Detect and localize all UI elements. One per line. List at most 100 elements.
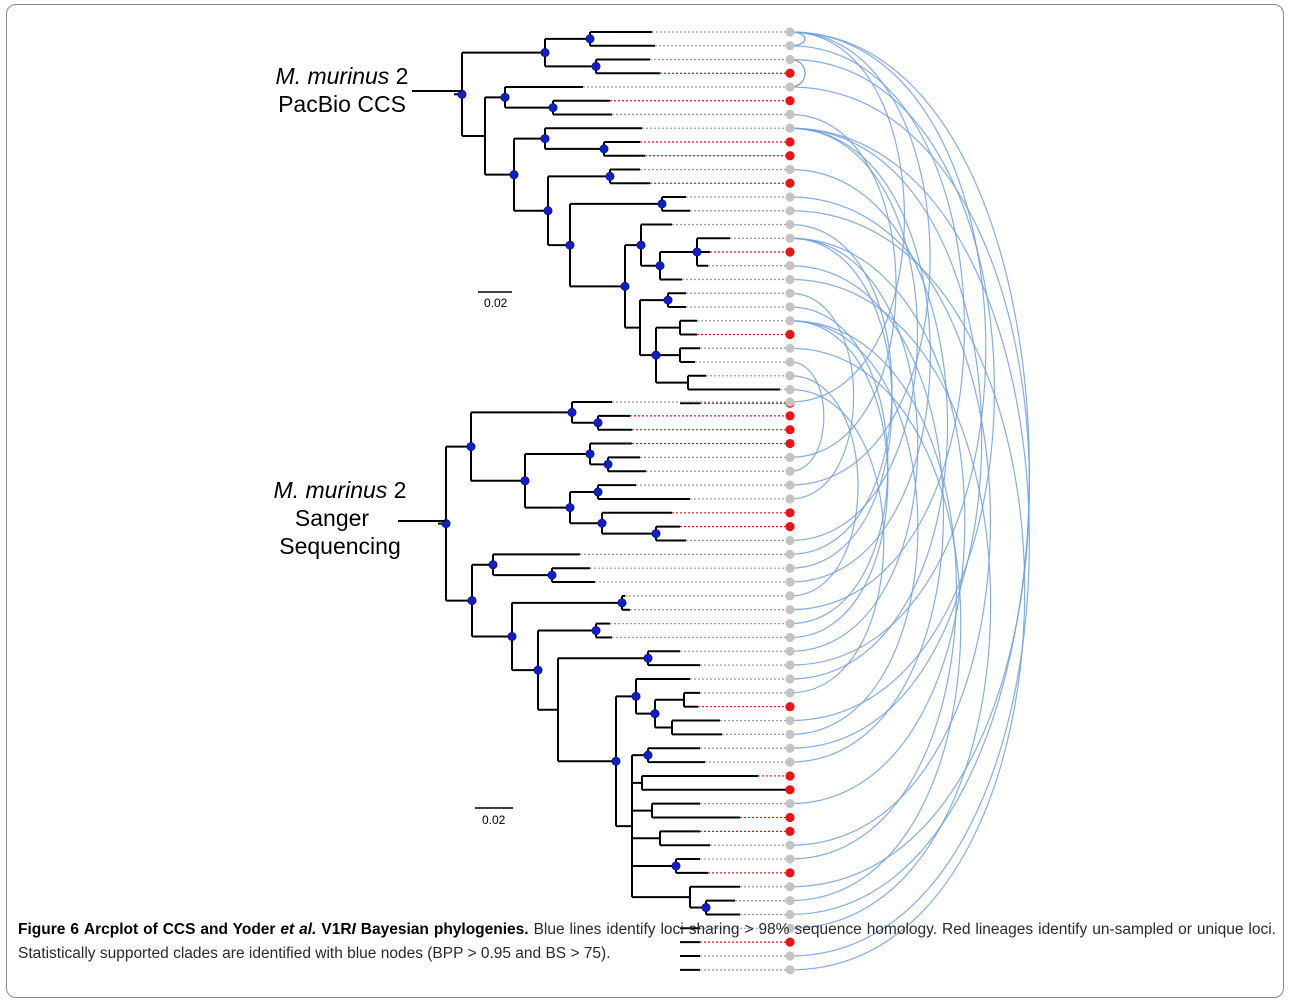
unique-tip <box>785 329 795 340</box>
sanger-tree <box>438 397 795 975</box>
method-label-2: Sequencing <box>279 533 401 559</box>
homology-arc <box>789 127 931 583</box>
homology-arc <box>789 58 995 722</box>
shared-tip <box>785 840 795 850</box>
caption-body: Blue lines identify loci sharing > 98% s… <box>18 921 1276 962</box>
supported-node <box>585 34 595 44</box>
shared-tip <box>785 466 795 476</box>
scale-label-bottom: 0.02 <box>482 813 506 827</box>
unique-tip <box>785 771 795 781</box>
unique-tip <box>785 411 795 421</box>
homology-arc <box>789 31 987 666</box>
shared-tip <box>785 206 795 216</box>
shared-tip <box>785 452 795 462</box>
shared-tip <box>785 288 795 298</box>
shared-tip <box>785 371 795 381</box>
shared-tip <box>785 909 795 920</box>
supported-node <box>605 171 615 181</box>
shared-tip <box>785 882 795 892</box>
shared-tip <box>785 799 795 809</box>
supported-node <box>650 709 660 719</box>
shared-tip <box>785 660 795 670</box>
supported-node <box>651 350 661 360</box>
homology-arc <box>789 127 919 542</box>
homology-arc <box>789 361 825 472</box>
supported-node <box>488 560 498 570</box>
homology-arc <box>789 278 992 929</box>
shared-tip <box>785 123 795 133</box>
homology-arc <box>789 31 906 403</box>
homology-arc <box>789 113 897 458</box>
unique-tip <box>785 937 795 947</box>
shared-tip <box>785 632 795 643</box>
shared-tip <box>785 757 795 767</box>
supported-node <box>692 247 702 257</box>
supported-node <box>585 449 595 459</box>
supported-node <box>643 750 653 760</box>
shared-tip <box>785 646 795 656</box>
supported-node <box>593 487 603 497</box>
homology-arc <box>789 320 958 860</box>
supported-node <box>655 261 665 271</box>
shared-tip <box>785 729 795 740</box>
unique-tip <box>785 151 795 161</box>
shared-tip <box>785 41 795 51</box>
supported-node <box>507 631 517 641</box>
supported-node <box>603 459 613 469</box>
shared-tip <box>785 54 795 65</box>
homology-arc <box>789 320 889 639</box>
caption-label: Figure 6 <box>18 921 79 938</box>
figure-caption: Figure 6 Arcplot of CCS and Yoder et al.… <box>18 918 1276 966</box>
unique-tip <box>785 812 795 823</box>
shared-tip <box>785 219 795 230</box>
shared-tip <box>785 854 795 864</box>
shared-tip <box>785 896 795 906</box>
species-name: M. murinus <box>275 63 390 89</box>
scale-bars <box>475 291 513 809</box>
supported-node <box>671 861 681 871</box>
supported-node <box>540 134 550 144</box>
shared-tip <box>785 357 795 367</box>
scale-label-top: 0.02 <box>484 296 508 310</box>
shared-tip <box>785 951 795 961</box>
shared-tip <box>785 343 795 353</box>
homology-arc <box>789 237 919 652</box>
shared-tip <box>785 480 795 490</box>
homology-arc <box>789 320 919 735</box>
supported-node <box>597 518 607 528</box>
shared-tip <box>785 302 795 312</box>
unique-tip <box>785 702 795 712</box>
shared-tip <box>785 192 795 202</box>
shared-tip <box>785 261 795 271</box>
shared-tip <box>785 605 795 615</box>
sanger-clade-label: M. murinus 2 Sanger Sequencing <box>270 476 410 560</box>
supported-node <box>617 598 627 608</box>
supported-node <box>548 103 558 113</box>
homology-arc <box>789 388 885 694</box>
supported-node <box>565 503 575 513</box>
figure-frame <box>6 4 1284 998</box>
supported-node <box>591 626 601 636</box>
supported-node <box>593 418 603 428</box>
supported-node <box>565 240 575 250</box>
shared-tip <box>785 688 795 698</box>
unique-tip <box>785 247 795 257</box>
homology-arc <box>789 375 859 597</box>
supported-node <box>643 653 653 663</box>
supported-node <box>591 61 601 71</box>
pacbio-tree <box>454 27 795 408</box>
shared-tip <box>785 591 795 601</box>
homology-arcs <box>789 31 1030 971</box>
supported-node <box>466 442 476 452</box>
supported-node <box>509 170 519 180</box>
shared-tip <box>785 619 795 629</box>
homology-arc <box>789 237 966 805</box>
species-name: M. murinus <box>273 477 388 503</box>
supported-node <box>540 48 550 58</box>
unique-tip <box>785 508 795 518</box>
supported-node <box>636 240 646 250</box>
shared-tip <box>785 27 795 37</box>
shared-tip <box>785 164 795 175</box>
